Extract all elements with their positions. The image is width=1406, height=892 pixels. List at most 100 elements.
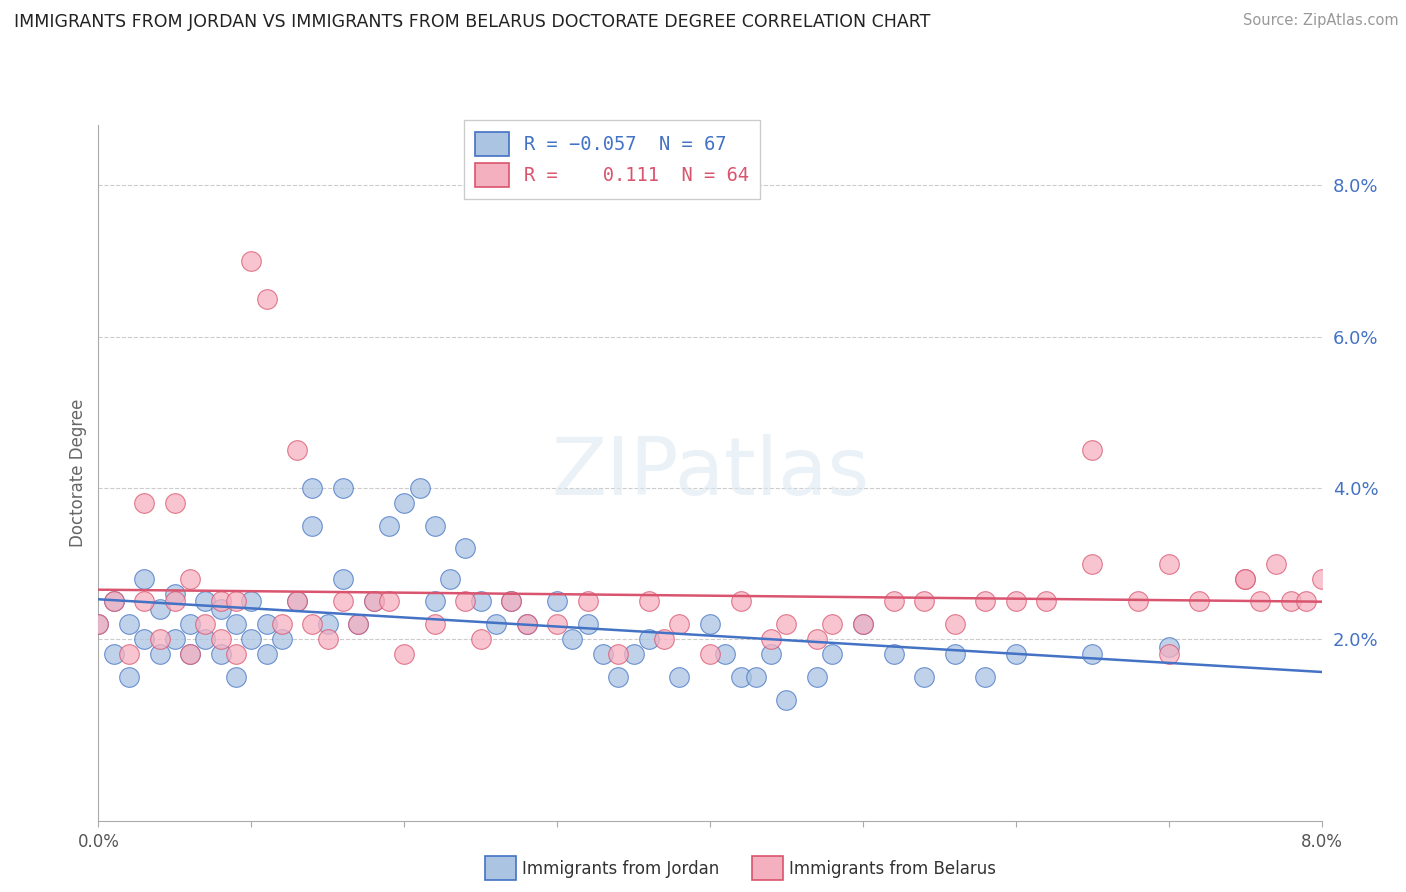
Point [974, 594, 997, 608]
Point [301, 518, 323, 533]
Point [256, 647, 278, 661]
Point [332, 481, 354, 495]
Point [730, 670, 752, 684]
Point [1004, 594, 1026, 608]
Point [852, 617, 875, 632]
Point [745, 670, 768, 684]
Point [759, 632, 782, 647]
Point [1081, 647, 1104, 661]
Point [1234, 572, 1257, 586]
Point [1004, 647, 1026, 661]
Point [714, 647, 737, 661]
Point [209, 647, 232, 661]
Point [149, 632, 172, 647]
Point [1249, 594, 1271, 608]
Point [1279, 594, 1302, 608]
Point [470, 594, 492, 608]
Point [1081, 443, 1104, 458]
Point [103, 594, 125, 608]
Point [194, 594, 217, 608]
Point [1234, 572, 1257, 586]
Text: ZIPatlas: ZIPatlas [551, 434, 869, 512]
Point [883, 647, 905, 661]
Point [363, 594, 385, 608]
Point [240, 594, 263, 608]
Point [806, 632, 828, 647]
Point [1310, 572, 1333, 586]
Point [623, 647, 645, 661]
Point [1295, 594, 1317, 608]
Point [607, 670, 630, 684]
Point [607, 647, 630, 661]
Point [408, 481, 430, 495]
Point [270, 617, 294, 632]
Point [516, 617, 538, 632]
Point [134, 572, 156, 586]
Point [179, 647, 201, 661]
Point [470, 632, 492, 647]
Point [240, 632, 263, 647]
Point [378, 594, 401, 608]
Point [516, 617, 538, 632]
Point [576, 617, 599, 632]
Point [118, 617, 141, 632]
Point [285, 594, 308, 608]
Point [392, 496, 416, 510]
Point [118, 647, 141, 661]
Point [775, 617, 797, 632]
Point [134, 632, 156, 647]
Point [561, 632, 583, 647]
Point [149, 602, 172, 616]
Point [821, 647, 844, 661]
Point [501, 594, 523, 608]
Point [163, 496, 186, 510]
Point [103, 594, 125, 608]
Point [1157, 557, 1180, 571]
Point [912, 670, 935, 684]
Point [1188, 594, 1211, 608]
Point [1157, 640, 1180, 654]
Point [301, 617, 323, 632]
Point [316, 617, 339, 632]
Point [103, 647, 125, 661]
Point [179, 572, 201, 586]
Point [301, 481, 323, 495]
Point [285, 443, 308, 458]
Point [454, 594, 477, 608]
Point [163, 587, 186, 601]
Point [943, 647, 966, 661]
Point [730, 594, 752, 608]
Point [378, 518, 401, 533]
Point [637, 632, 661, 647]
Point [179, 617, 201, 632]
Point [454, 541, 477, 556]
Point [347, 617, 370, 632]
Point [501, 594, 523, 608]
Point [775, 692, 797, 706]
Point [240, 254, 263, 268]
Point [806, 670, 828, 684]
Text: IMMIGRANTS FROM JORDAN VS IMMIGRANTS FROM BELARUS DOCTORATE DEGREE CORRELATION C: IMMIGRANTS FROM JORDAN VS IMMIGRANTS FRO… [14, 13, 931, 31]
Point [270, 632, 294, 647]
Point [363, 594, 385, 608]
Point [1157, 647, 1180, 661]
Point [821, 617, 844, 632]
Point [652, 632, 675, 647]
Point [883, 594, 905, 608]
Point [194, 617, 217, 632]
Point [209, 632, 232, 647]
Point [759, 647, 782, 661]
Point [225, 670, 247, 684]
Point [134, 496, 156, 510]
Point [943, 617, 966, 632]
Point [285, 594, 308, 608]
Point [256, 617, 278, 632]
Point [256, 292, 278, 306]
Point [1264, 557, 1286, 571]
Point [439, 572, 461, 586]
Point [347, 617, 370, 632]
Point [1035, 594, 1057, 608]
Point [163, 594, 186, 608]
Point [225, 647, 247, 661]
Text: Immigrants from Jordan: Immigrants from Jordan [522, 860, 718, 878]
